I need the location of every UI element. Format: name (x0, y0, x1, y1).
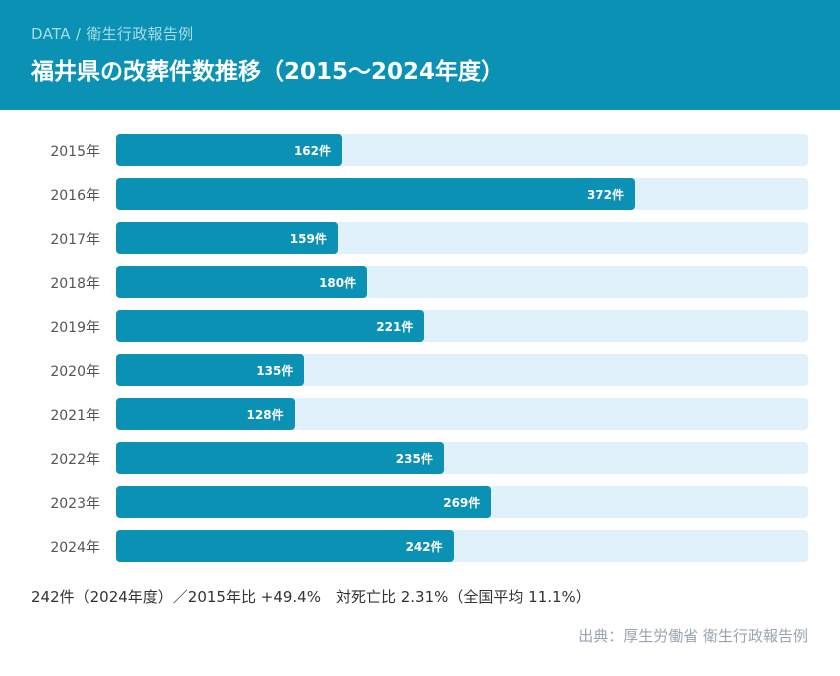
bar-track: 159件 (116, 222, 808, 254)
category-label: 2023年 (50, 496, 100, 512)
value-label: 221件 (376, 320, 414, 334)
bar-row: 2024年 242件 (0, 530, 840, 562)
value-label: 372件 (586, 188, 624, 202)
bar-track: 269件 (116, 486, 808, 518)
bar-track: 235件 (116, 442, 808, 474)
value-label: 269件 (443, 496, 481, 510)
bar-track: 372件 (116, 178, 808, 210)
kicker: DATA / 衛生行政報告例 (31, 25, 194, 43)
bar: 162件 (116, 134, 343, 166)
category-label: 2024年 (50, 540, 100, 556)
bar-row: 2017年 159件 (0, 222, 840, 254)
category-label: 2021年 (50, 408, 100, 424)
category-label: 2020年 (50, 364, 100, 380)
bar-row: 2023年 269件 (0, 486, 840, 518)
bar: 128件 (116, 398, 295, 430)
value-label: 159件 (289, 232, 327, 246)
bar: 235件 (116, 442, 444, 474)
bar: 242件 (116, 530, 454, 562)
category-label: 2018年 (50, 276, 100, 292)
bar-track: 242件 (116, 530, 808, 562)
bar-track: 128件 (116, 398, 808, 430)
bar-track: 180件 (116, 266, 808, 298)
value-label: 180件 (319, 276, 357, 290)
source-note: 出典：厚生労働省 衛生行政報告例 (578, 627, 808, 645)
bar: 180件 (116, 266, 368, 298)
bar-row: 2021年 128件 (0, 398, 840, 430)
bar: 372件 (116, 178, 635, 210)
category-label: 2015年 (50, 144, 100, 160)
value-label: 128件 (246, 408, 284, 422)
category-label: 2022年 (50, 452, 100, 468)
bar-row: 2020年 135件 (0, 354, 840, 386)
bar-row: 2015年 162件 (0, 134, 840, 166)
summary-text: 242件（2024年度）／2015年比 +49.4% 対死亡比 2.31%（全国… (31, 588, 591, 606)
bar-row: 2022年 235件 (0, 442, 840, 474)
bar-track: 162件 (116, 134, 808, 166)
category-label: 2019年 (50, 320, 100, 336)
bar: 159件 (116, 222, 338, 254)
bar-track: 221件 (116, 310, 808, 342)
value-label: 235件 (395, 452, 433, 466)
value-label: 162件 (293, 144, 332, 158)
chart-title: 福井県の改葬件数推移（2015〜2024年度） (31, 59, 505, 85)
bar: 269件 (116, 486, 492, 518)
bar-row: 2018年 180件 (0, 266, 840, 298)
bar-track: 135件 (116, 354, 808, 386)
value-label: 242件 (405, 540, 443, 554)
header: DATA / 衛生行政報告例 福井県の改葬件数推移（2015〜2024年度） (0, 0, 840, 110)
bar-row: 2019年 221件 (0, 310, 840, 342)
category-label: 2017年 (50, 232, 100, 248)
bar: 135件 (116, 354, 305, 386)
bar-row: 2016年 372件 (0, 178, 840, 210)
bar: 221件 (116, 310, 425, 342)
category-label: 2016年 (50, 188, 100, 204)
value-label: 135件 (256, 364, 294, 378)
